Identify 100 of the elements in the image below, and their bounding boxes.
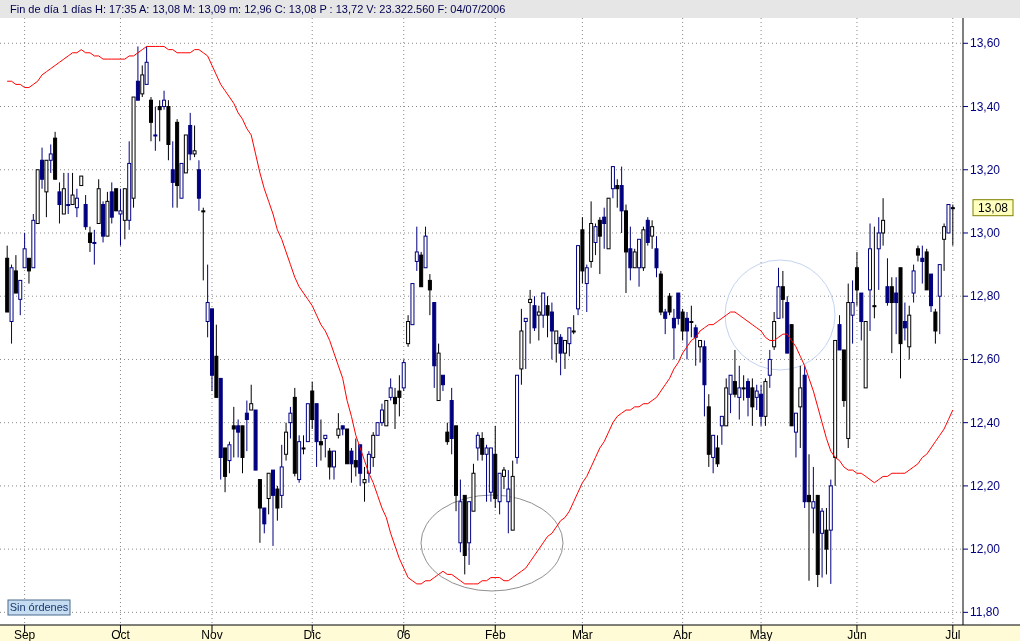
candlestick xyxy=(157,99,162,142)
candlestick xyxy=(741,374,746,402)
candlestick xyxy=(920,245,925,285)
candlestick xyxy=(854,251,859,307)
candlestick xyxy=(118,188,123,247)
x-tick-label: Feb xyxy=(484,628,506,641)
line-series xyxy=(6,45,954,585)
candlestick xyxy=(615,178,620,209)
candlestick xyxy=(528,289,533,345)
x-tick-label: Jul xyxy=(945,628,961,641)
candlestick xyxy=(336,412,341,439)
candlestick xyxy=(554,330,559,364)
y-tick-label: 13,00 xyxy=(970,225,1001,240)
x-tick-label: May xyxy=(749,628,773,641)
candlestick xyxy=(57,181,62,224)
candlestick xyxy=(236,419,241,458)
candlestick xyxy=(571,314,576,335)
candlestick xyxy=(894,276,899,335)
candlestick xyxy=(750,377,755,427)
candlestick xyxy=(876,216,881,291)
candlestick xyxy=(249,384,254,411)
y-tick-label: 12,20 xyxy=(970,478,1001,493)
candlestick xyxy=(231,406,236,458)
candlestick xyxy=(480,431,485,462)
x-tick-label: Abr xyxy=(673,628,692,641)
candlestick xyxy=(388,377,393,402)
candlestick xyxy=(950,204,955,247)
candlestick xyxy=(349,447,354,484)
candlestick xyxy=(327,447,332,481)
x-tick-label: Nov xyxy=(201,628,223,641)
candlestick xyxy=(698,339,703,364)
candlestick xyxy=(558,333,563,376)
candlestick xyxy=(301,434,306,455)
candlestick xyxy=(685,311,689,360)
candlestick xyxy=(148,96,153,142)
chart-title: Fin de día 1 días H: 17:35 A: 13,08 M: 13,09 m: 12,96 C: 13,08 P : 13,72 V: 23.322.560 F: 04/07/2006 xyxy=(10,3,506,15)
candlestick xyxy=(284,422,289,462)
x-tick-label: Sep xyxy=(13,628,36,641)
candlestick xyxy=(114,188,119,212)
candlestick xyxy=(484,444,489,503)
candlestick xyxy=(798,365,803,449)
candlestick xyxy=(201,207,206,281)
candlestick xyxy=(318,419,323,462)
candlestick xyxy=(872,226,877,319)
candlestick xyxy=(597,216,602,275)
x-tick-label: Mar xyxy=(572,628,593,641)
candlestick xyxy=(584,264,589,313)
text: 13,08 xyxy=(977,200,1009,215)
candlestick xyxy=(732,349,737,398)
y-tick-label: 12,40 xyxy=(970,415,1001,430)
candlestick xyxy=(323,434,328,458)
candlestick xyxy=(881,197,886,247)
candlestick xyxy=(715,434,720,468)
x-tick-label: Dic xyxy=(303,628,321,641)
y-tick-label: 13,40 xyxy=(970,99,1001,114)
candlestick xyxy=(759,384,764,427)
candlestick xyxy=(393,387,398,430)
candlestick xyxy=(40,147,45,190)
candlestick xyxy=(628,226,633,281)
candlestick xyxy=(414,226,419,272)
candlestick xyxy=(746,377,751,417)
candlestick xyxy=(610,166,615,199)
candlestick xyxy=(262,507,267,534)
candlestick xyxy=(92,229,97,266)
candlestick xyxy=(911,264,916,304)
candlestick xyxy=(83,194,88,231)
x-tick-label: Oct xyxy=(111,628,131,641)
candlestick xyxy=(275,485,280,522)
y-tick-label: 12,60 xyxy=(970,352,1001,367)
candlestick xyxy=(427,273,432,316)
candlestick xyxy=(332,450,337,481)
candlestick xyxy=(170,140,175,209)
candlestick xyxy=(811,466,816,534)
candlestick xyxy=(693,324,698,367)
candlestick xyxy=(933,308,938,345)
candlestick xyxy=(667,292,672,316)
candlestick xyxy=(567,327,572,357)
candlestick xyxy=(545,295,550,338)
candlestick xyxy=(650,219,655,250)
candlestick xyxy=(140,64,145,98)
candlestick xyxy=(135,45,140,101)
candlestick xyxy=(780,270,785,319)
y-tick-label: 12,00 xyxy=(970,542,1001,557)
candlestick xyxy=(445,422,450,446)
candlestick xyxy=(192,124,197,158)
candlestick xyxy=(70,172,75,206)
candlestick xyxy=(506,469,511,534)
candlestick xyxy=(654,235,659,278)
candlestick xyxy=(26,257,31,285)
candlestick xyxy=(153,106,158,152)
x-tick-label: 06 xyxy=(397,628,411,641)
candlestick xyxy=(288,406,293,439)
candlestick xyxy=(541,292,546,329)
candlestick xyxy=(689,305,694,338)
candlestick xyxy=(18,279,23,316)
candlestick xyxy=(475,431,480,462)
candlestick xyxy=(362,466,367,503)
candlestick xyxy=(645,216,650,247)
y-tick-label: 13,60 xyxy=(970,36,1001,51)
candlestick xyxy=(162,90,167,111)
